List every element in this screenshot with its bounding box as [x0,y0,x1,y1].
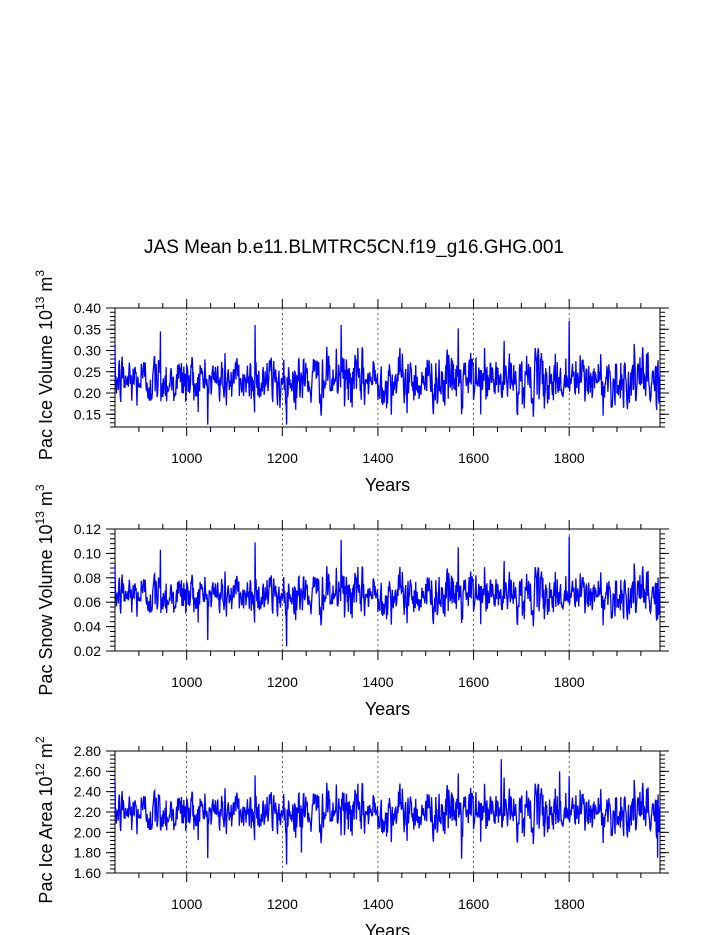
y-tick-label: 0.15 [74,406,101,422]
x-tick-label: 1000 [171,450,202,466]
y-tick-label: 0.40 [74,300,101,316]
x-tick-label: 1600 [458,896,489,912]
x-axis-title: Years [365,921,410,935]
y-tick-label: 0.10 [74,545,101,561]
chart-panel-1: 1000 1200 1400 1600 1800 0.15 0.20 0.25 0.30 0.35… [33,270,669,495]
x-tick-label: 1400 [362,896,393,912]
data-series-line [114,759,661,865]
data-series-line [114,320,661,425]
y-axis-title: Pac Ice Volume 1013 m3 [33,270,56,460]
y-axis-title: Pac Snow Volume 1013 m3 [33,484,56,695]
y-tick-label: 0.35 [74,321,101,337]
y-tick-label: 0.12 [74,521,101,537]
x-tick-label: 1000 [171,674,202,690]
y-tick-label: 0.06 [74,594,101,610]
y-tick-label: 2.60 [74,763,101,779]
y-tick-label: 0.25 [74,364,101,380]
x-tick-label: 1000 [171,896,202,912]
x-tick-label: 1800 [554,450,585,466]
chart-panel-2: 1000 1200 1400 1600 1800 0.02 0.04 0.06 0.08 0.10… [33,484,669,719]
x-tick-label: 1200 [267,674,298,690]
x-axis-title: Years [365,699,410,719]
x-tick-label: 1200 [267,896,298,912]
x-tick-label: 1600 [458,450,489,466]
x-tick-label: 1200 [267,450,298,466]
x-tick-label: 1800 [554,674,585,690]
y-tick-label: 2.40 [74,784,101,800]
y-tick-label: 2.20 [74,804,101,820]
plot-frame [114,307,661,428]
y-axis-title: Pac Ice Area 1012 m2 [33,736,56,903]
chart-panel-3: 1000 1200 1400 1600 1800 1.60 1.80 2.00 2.20 2.40… [33,736,669,935]
data-series-line [114,536,661,647]
y-tick-label: 2.00 [74,824,101,840]
x-tick-label: 1400 [362,450,393,466]
y-tick-label: 2.80 [74,743,101,759]
y-tick-label: 0.02 [74,643,101,659]
x-tick-label: 1600 [458,674,489,690]
y-tick-label: 0.30 [74,343,101,359]
x-axis-title: Years [365,475,410,495]
y-tick-label: 0.08 [74,570,101,586]
y-tick-label: 1.80 [74,845,101,861]
y-tick-label: 1.60 [74,865,101,881]
y-tick-label: 0.04 [74,619,101,635]
x-tick-label: 1800 [554,896,585,912]
figure-title: JAS Mean b.e11.BLMTRC5CN.f19_g16.GHG.001 [144,237,564,258]
y-tick-label: 0.20 [74,385,101,401]
x-tick-label: 1400 [362,674,393,690]
